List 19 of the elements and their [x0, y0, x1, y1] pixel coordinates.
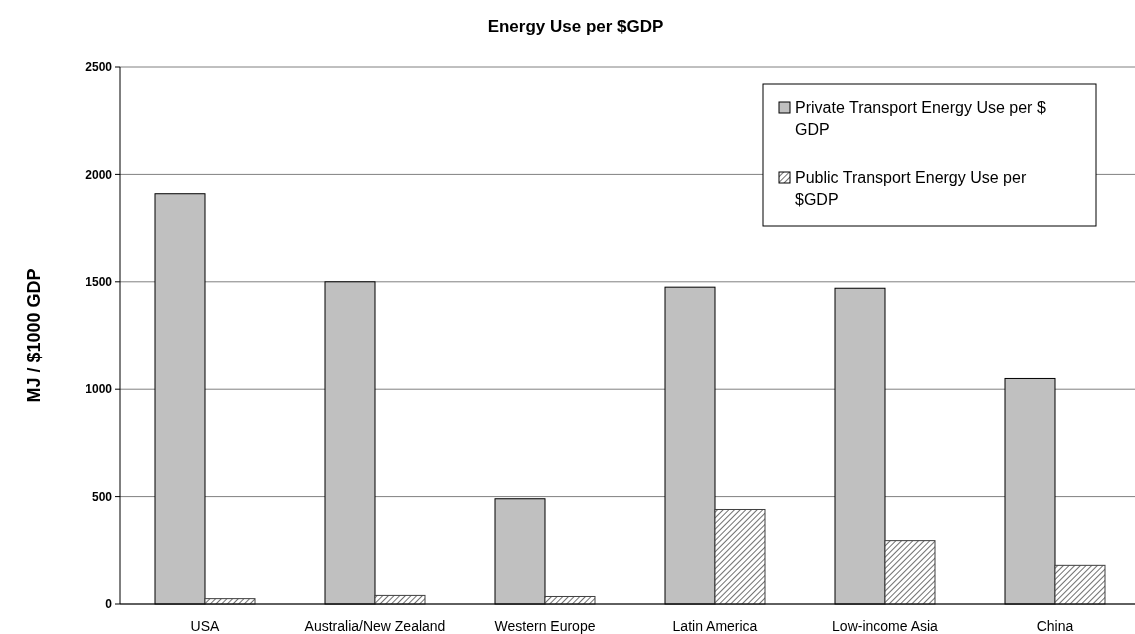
bar [1054, 564, 1106, 605]
x-tick-label: Latin America [672, 618, 758, 634]
chart-title: Energy Use per $GDP [487, 17, 664, 36]
legend-label: Private Transport Energy Use per $ GDP [795, 99, 1046, 138]
legend-label: Public Transport Energy Use per $GDP [795, 169, 1027, 208]
y-axis-title: MJ / $1000 GDP [24, 268, 44, 403]
bar [884, 540, 936, 605]
y-tick-label: 0 [105, 597, 113, 612]
y-tick-label: 1000 [85, 382, 113, 397]
x-tick-label: Western Europe [494, 618, 596, 634]
y-tick-label: 500 [91, 489, 113, 504]
x-tick-label: USA [190, 618, 221, 634]
y-tick-label: 2500 [85, 60, 113, 75]
x-tick-label: China [1036, 618, 1074, 634]
x-tick-label: Low-income Asia [832, 618, 939, 634]
x-tick-label: Australia/New Zealand [304, 618, 446, 634]
y-tick-label: 1500 [85, 275, 113, 289]
y-tick-label: 2000 [85, 167, 113, 182]
bar [714, 508, 766, 605]
